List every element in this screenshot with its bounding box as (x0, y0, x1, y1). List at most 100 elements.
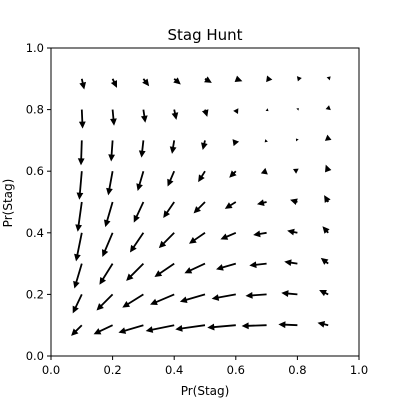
vector-arrow (171, 109, 179, 120)
vector-arrow (322, 226, 330, 234)
vector-arrow (232, 139, 240, 147)
vector-arrow (224, 201, 237, 209)
vector-arrow (145, 324, 175, 333)
vector-arrow (101, 232, 114, 257)
vector-arrow (325, 105, 331, 111)
vector-arrow (72, 294, 83, 314)
vector-arrow (193, 201, 206, 214)
vector-arrow (129, 232, 145, 253)
vector-arrow-shape (249, 261, 267, 269)
vector-arrow (73, 263, 83, 289)
vector-arrow (296, 108, 299, 111)
vector-arrow (126, 262, 145, 281)
vector-arrow-shape (154, 262, 175, 278)
vector-arrow (106, 171, 114, 196)
vector-arrow-shape (110, 78, 117, 88)
vector-arrow (211, 293, 236, 301)
vector-arrow (188, 232, 206, 244)
vector-arrow-shape (325, 105, 331, 111)
x-tick-label: 0.8 (288, 363, 306, 377)
y-tick-label: 0.0 (26, 349, 44, 363)
vector-arrow-shape (79, 78, 87, 90)
vector-arrow-shape (232, 139, 240, 147)
vector-arrow (320, 257, 329, 265)
vector-arrow-shape (150, 293, 175, 306)
y-tick-label: 0.2 (26, 287, 44, 301)
x-tick-label: 0.2 (103, 363, 121, 377)
vector-arrow (99, 263, 114, 285)
vector-arrow (284, 259, 298, 267)
vector-arrow-shape (233, 108, 239, 114)
chart-title: Stag Hunt (167, 26, 242, 44)
vector-arrow (265, 108, 269, 112)
vector-arrow (78, 109, 86, 129)
vector-arrow-shape (216, 262, 237, 271)
vector-arrow (201, 109, 209, 117)
vector-arrow-shape (320, 257, 329, 265)
vector-arrow (77, 140, 85, 166)
vector-arrow-shape (129, 232, 145, 253)
vector-arrow-shape (211, 293, 236, 301)
x-axis: 0.0 0.2 0.4 0.6 0.8 1.0 (42, 356, 368, 377)
vector-arrow-shape (325, 164, 332, 173)
vector-arrow-shape (287, 228, 298, 236)
vector-arrow (110, 109, 117, 126)
vector-arrow-shape (317, 320, 329, 328)
vector-arrow-shape (171, 109, 179, 120)
vector-arrow-shape (207, 323, 236, 331)
vector-arrow-shape (96, 293, 114, 311)
x-axis-label: Pr(Stag) (181, 384, 230, 398)
vector-arrow-shape (136, 170, 145, 191)
x-tick-label: 0.0 (42, 363, 60, 377)
vector-arrow-shape (138, 140, 146, 158)
vector-arrow (229, 170, 237, 178)
vector-arrow-shape (122, 293, 144, 308)
vector-arrow-shape (78, 109, 86, 129)
vector-arrow-shape (76, 171, 84, 200)
vector-arrow (93, 324, 113, 335)
vector-arrow-shape (75, 201, 83, 232)
vector-arrow (108, 140, 116, 162)
vector-arrow (233, 108, 239, 114)
vector-arrow-shape (179, 293, 206, 304)
vector-arrow (281, 290, 298, 297)
vector-arrow (256, 199, 267, 206)
vector-arrow (220, 231, 237, 240)
vector-arrow-shape (99, 263, 114, 285)
y-tick-label: 1.0 (26, 41, 44, 55)
x-tick-label: 0.6 (227, 363, 245, 377)
y-tick-label: 0.4 (26, 226, 44, 240)
vector-arrow (142, 78, 150, 87)
vector-arrow (295, 138, 299, 142)
vector-arrow (319, 290, 329, 297)
vector-arrow-shape (204, 76, 212, 83)
vector-arrow-shape (324, 134, 332, 141)
vector-arrow (241, 322, 267, 330)
vector-arrow (96, 293, 114, 311)
vector-arrow-shape (184, 262, 206, 274)
plot-frame (50, 47, 360, 357)
vector-arrow (264, 139, 268, 143)
vector-arrow-shape (198, 170, 206, 183)
vector-arrow (133, 201, 145, 223)
vector-arrow (293, 168, 299, 174)
y-axis-label: Pr(Stag) (1, 179, 15, 228)
vector-arrow-shape (319, 290, 329, 297)
vector-arrow (216, 262, 237, 271)
vector-arrow-shape (77, 140, 85, 166)
plot-area (50, 47, 360, 357)
vector-arrow-shape (163, 201, 175, 219)
vector-arrow-shape (241, 322, 267, 330)
vector-arrow-shape (290, 198, 298, 206)
vector-arrow-shape (140, 109, 148, 123)
vector-arrow (138, 140, 146, 158)
vector-arrow-shape (101, 232, 114, 257)
vector-arrow (158, 232, 175, 249)
vector-arrow (253, 230, 267, 238)
vector-arrow-shape (175, 324, 206, 332)
vector-arrow (150, 293, 175, 306)
vector-arrow (79, 78, 87, 90)
vector-arrow-shape (142, 78, 150, 87)
vector-arrow-shape (326, 76, 331, 81)
vector-arrow-shape (201, 140, 208, 151)
